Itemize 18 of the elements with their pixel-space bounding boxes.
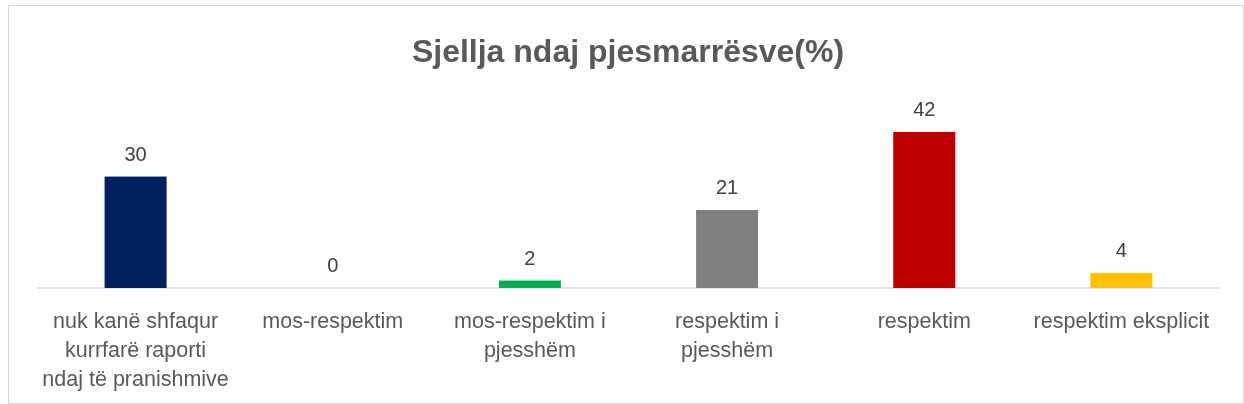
bar xyxy=(893,132,956,288)
x-tick-label: nuk kanë shfaqur kurrfarë raporti ndaj të pranishmive xyxy=(42,309,229,391)
bar xyxy=(498,280,561,288)
x-tick-label: mos-respektim xyxy=(262,309,404,333)
chart-title: Sjellja ndaj pjesmarrësve(%) xyxy=(411,33,845,69)
bar xyxy=(104,176,167,288)
data-label: 0 xyxy=(327,254,339,276)
x-tick-label: respektim xyxy=(877,309,971,333)
x-tick-label: mos-respektim i pjesshëm xyxy=(454,309,606,362)
bar xyxy=(696,210,759,288)
data-label: 30 xyxy=(124,142,147,165)
x-tick-label: respektim eksplicit xyxy=(1033,309,1210,333)
x-tick-label: respektim i pjesshëm xyxy=(675,309,780,362)
data-label: 4 xyxy=(1115,239,1127,262)
bar xyxy=(1090,273,1153,288)
data-label: 21 xyxy=(715,176,739,198)
data-label: 2 xyxy=(524,246,536,269)
data-label: 42 xyxy=(913,98,936,120)
